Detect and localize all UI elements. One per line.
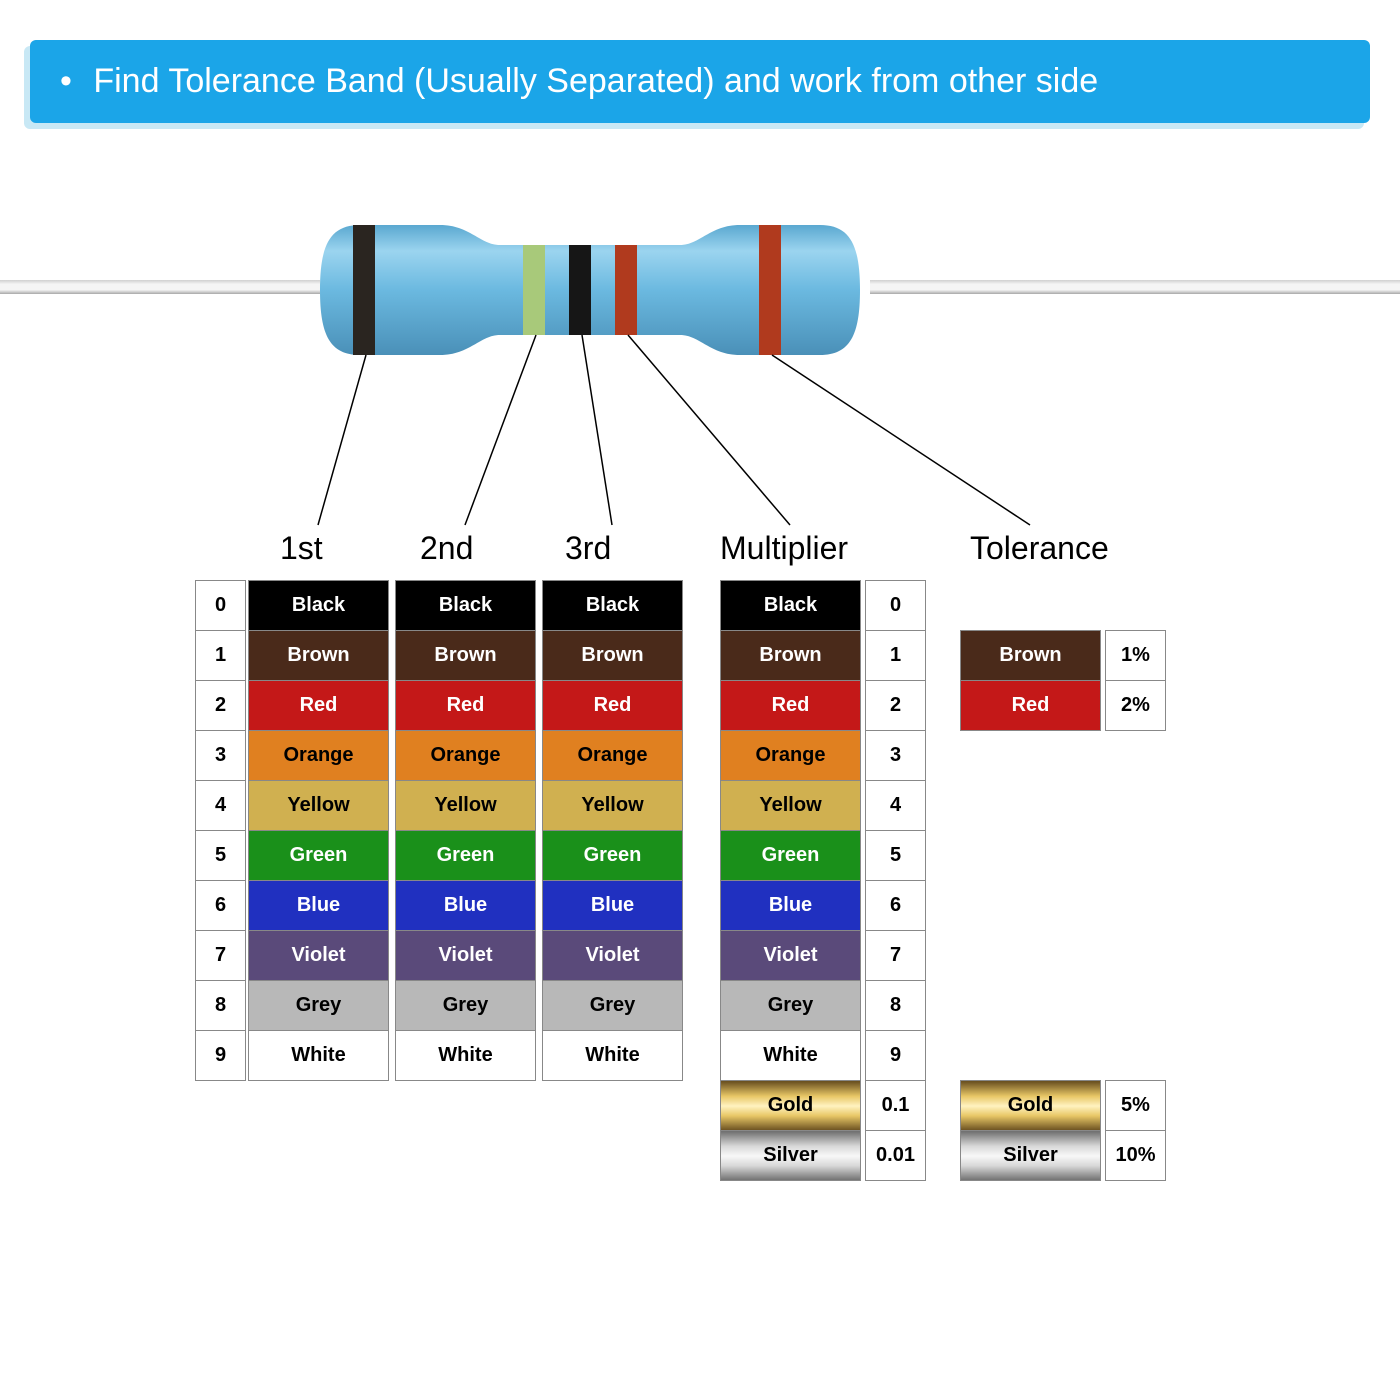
value-cell: 1 xyxy=(866,631,926,681)
color-cell-orange: Orange xyxy=(721,731,861,781)
column-label-tolerance: Tolerance xyxy=(970,530,1109,567)
color-cell-white: White xyxy=(543,1031,683,1081)
tolerance-extra-column: GoldSilver xyxy=(960,1080,1101,1181)
value-cell: 2% xyxy=(1106,681,1166,731)
color-cell-red: Red xyxy=(543,681,683,731)
color-cell-grey: Grey xyxy=(396,981,536,1031)
instruction-text: Find Tolerance Band (Usually Separated) … xyxy=(93,62,1098,100)
band-5 xyxy=(759,225,781,355)
color-cell-violet: Violet xyxy=(543,931,683,981)
color-cell-red: Red xyxy=(396,681,536,731)
color-cell-orange: Orange xyxy=(543,731,683,781)
color-cell-brown: Brown xyxy=(961,631,1101,681)
color-cell-black: Black xyxy=(721,581,861,631)
color-cell-white: White xyxy=(396,1031,536,1081)
value-cell: 9 xyxy=(866,1031,926,1081)
color-cell-red: Red xyxy=(249,681,389,731)
column-label-multiplier: Multiplier xyxy=(720,530,848,567)
value-cell: 3 xyxy=(866,731,926,781)
band-3 xyxy=(569,245,591,335)
instruction-banner: Find Tolerance Band (Usually Separated) … xyxy=(30,40,1370,123)
digit-band-column-3: BlackBrownRedOrangeYellowGreenBlueViolet… xyxy=(542,580,683,1081)
value-cell: 10% xyxy=(1106,1131,1166,1181)
column-label-1st: 1st xyxy=(280,530,323,567)
resistor-diagram xyxy=(0,200,1400,430)
color-cell-blue: Blue xyxy=(249,881,389,931)
multiplier-value-column: 01234567890.10.01 xyxy=(865,580,926,1181)
tolerance-extra-value-column: 5%10% xyxy=(1105,1080,1166,1181)
column-labels-row: 1st 2nd 3rd Multiplier Tolerance xyxy=(0,530,1400,575)
color-cell-yellow: Yellow xyxy=(721,781,861,831)
color-cell-orange: Orange xyxy=(249,731,389,781)
value-cell: 0.1 xyxy=(866,1081,926,1131)
color-cell-silver: Silver xyxy=(961,1131,1101,1181)
value-cell: 8 xyxy=(196,981,246,1031)
column-label-3rd: 3rd xyxy=(565,530,611,567)
color-cell-silver: Silver xyxy=(721,1131,861,1181)
color-cell-violet: Violet xyxy=(249,931,389,981)
value-cell: 6 xyxy=(866,881,926,931)
lead-wire-left xyxy=(0,280,320,294)
color-cell-violet: Violet xyxy=(396,931,536,981)
color-cell-red: Red xyxy=(721,681,861,731)
color-cell-yellow: Yellow xyxy=(396,781,536,831)
color-cell-white: White xyxy=(249,1031,389,1081)
column-label-2nd: 2nd xyxy=(420,530,473,567)
lead-wire-right xyxy=(870,280,1400,294)
value-cell: 1% xyxy=(1106,631,1166,681)
color-cell-gold: Gold xyxy=(961,1081,1101,1131)
color-cell-brown: Brown xyxy=(721,631,861,681)
color-cell-green: Green xyxy=(543,831,683,881)
color-cell-black: Black xyxy=(249,581,389,631)
value-cell: 2 xyxy=(866,681,926,731)
tolerance-value-column: 1%2% xyxy=(1105,630,1166,731)
value-cell: 4 xyxy=(196,781,246,831)
color-cell-green: Green xyxy=(721,831,861,881)
multiplier-column: BlackBrownRedOrangeYellowGreenBlueViolet… xyxy=(720,580,861,1181)
color-cell-gold: Gold xyxy=(721,1081,861,1131)
color-cell-black: Black xyxy=(543,581,683,631)
value-cell: 0 xyxy=(866,581,926,631)
value-cell: 0.01 xyxy=(866,1131,926,1181)
value-cell: 6 xyxy=(196,881,246,931)
value-cell: 9 xyxy=(196,1031,246,1081)
digit-band-column-1: BlackBrownRedOrangeYellowGreenBlueViolet… xyxy=(248,580,389,1081)
color-cell-grey: Grey xyxy=(721,981,861,1031)
value-cell: 7 xyxy=(866,931,926,981)
color-cell-grey: Grey xyxy=(249,981,389,1031)
color-cell-green: Green xyxy=(396,831,536,881)
value-cell: 5 xyxy=(866,831,926,881)
value-cell: 7 xyxy=(196,931,246,981)
resistor-body-svg xyxy=(300,200,880,380)
tolerance-column: BrownRed xyxy=(960,630,1101,731)
band-4 xyxy=(615,245,637,335)
color-cell-brown: Brown xyxy=(249,631,389,681)
value-cell: 1 xyxy=(196,631,246,681)
value-cell: 0 xyxy=(196,581,246,631)
band-1 xyxy=(353,225,375,355)
color-cell-violet: Violet xyxy=(721,931,861,981)
color-cell-grey: Grey xyxy=(543,981,683,1031)
color-cell-white: White xyxy=(721,1031,861,1081)
value-cell: 2 xyxy=(196,681,246,731)
color-cell-blue: Blue xyxy=(721,881,861,931)
color-cell-brown: Brown xyxy=(543,631,683,681)
digit-band-column-2: BlackBrownRedOrangeYellowGreenBlueViolet… xyxy=(395,580,536,1081)
color-cell-brown: Brown xyxy=(396,631,536,681)
color-cell-red: Red xyxy=(961,681,1101,731)
color-cell-orange: Orange xyxy=(396,731,536,781)
color-cell-black: Black xyxy=(396,581,536,631)
color-cell-blue: Blue xyxy=(543,881,683,931)
value-cell: 4 xyxy=(866,781,926,831)
value-cell: 8 xyxy=(866,981,926,1031)
value-cell: 3 xyxy=(196,731,246,781)
color-cell-yellow: Yellow xyxy=(543,781,683,831)
color-cell-green: Green xyxy=(249,831,389,881)
value-cell: 5% xyxy=(1106,1081,1166,1131)
digit-column-left: 0123456789 xyxy=(195,580,246,1081)
color-cell-yellow: Yellow xyxy=(249,781,389,831)
color-cell-blue: Blue xyxy=(396,881,536,931)
value-cell: 5 xyxy=(196,831,246,881)
band-2 xyxy=(523,245,545,335)
